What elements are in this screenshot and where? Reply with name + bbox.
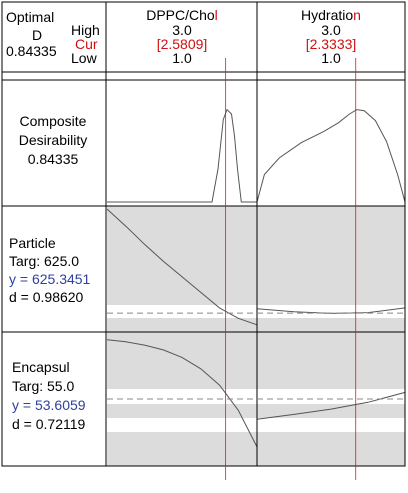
response-curve-row0-col0 — [107, 108, 257, 203]
encapsul-predicted: y = 53.6059 — [12, 397, 86, 413]
composite-label-line2: Desirability — [18, 132, 88, 148]
d-label: D — [32, 27, 43, 43]
d-value: 0.84335 — [6, 43, 57, 59]
response-curve-row1-col1 — [256, 307, 406, 314]
composite-label-line1: Composite — [19, 113, 87, 129]
factor-hydration-low: 1.0 — [321, 50, 341, 66]
response-curve-row2-col0 — [106, 339, 258, 448]
particle-name: Particle — [9, 235, 56, 251]
factor-hydration-cur: [2.3333] — [305, 36, 357, 52]
encapsul-target: Targ: 55.0 — [12, 378, 75, 394]
particle-desirability: d = 0.98620 — [9, 289, 84, 305]
factor-hydration-name: Hydration — [301, 7, 361, 23]
low-label: Low — [71, 50, 97, 66]
response-band-2-1 — [107, 404, 405, 418]
response-band-2-0 — [107, 332, 405, 389]
factor-hydration-high: 3.0 — [321, 22, 341, 38]
response-band-1-0 — [107, 206, 405, 305]
cur-label: Cur — [75, 36, 98, 52]
factor-dppc-chol-cur: [2.5809] — [156, 36, 208, 52]
high-label: High — [71, 22, 100, 38]
factor-dppc-chol-name: DPPC/Chol — [146, 7, 218, 23]
response-band-2-2 — [107, 432, 405, 466]
encapsul-name: Encapsul — [12, 359, 70, 375]
particle-target: Targ: 625.0 — [9, 253, 80, 269]
composite-desirability-value: 0.84335 — [27, 151, 79, 167]
factor-dppc-chol-high: 3.0 — [172, 22, 192, 38]
response-band-1-1 — [107, 318, 405, 332]
response-curve-row0-col1 — [256, 109, 406, 203]
particle-predicted: y = 625.3451 — [9, 271, 91, 287]
outer-frame — [1, 1, 406, 467]
response-curve-row1-col0 — [106, 208, 258, 326]
optimal-label: Optimal — [6, 9, 55, 25]
factor-dppc-chol-low: 1.0 — [172, 50, 192, 66]
encapsul-desirability: d = 0.72119 — [12, 416, 86, 432]
